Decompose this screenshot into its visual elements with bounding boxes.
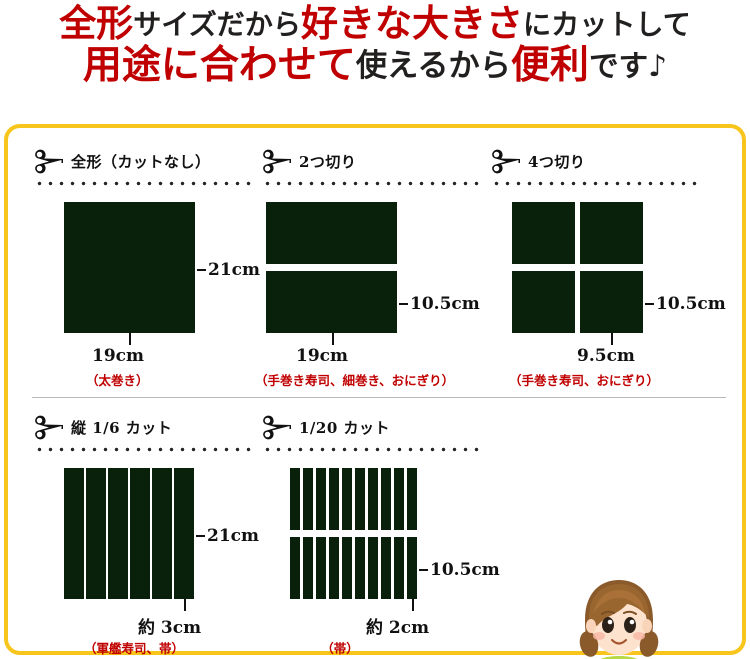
nori-strip [329, 468, 339, 530]
nori-strip [381, 468, 391, 530]
cell-1-20-dotted-line [262, 445, 480, 454]
nori-strip [394, 537, 404, 599]
cell-1-20-title: 1/20 カット [299, 418, 391, 437]
scissors-icon [35, 149, 63, 174]
nori-piece [580, 202, 643, 264]
cell-yotsugiri-height-label: 10.5cm [645, 294, 726, 314]
headline-seg-5: 用途に合わせて [82, 42, 356, 89]
cell-zenkei-title: 全形（カットなし） [71, 152, 211, 171]
row-divider [32, 397, 726, 398]
cell-futatsugiri-header: 2つ切り [262, 146, 492, 176]
nori-strip [86, 468, 106, 599]
cell-tate-1-6-title: 縦 1/6 カット [71, 418, 173, 437]
width-tick [332, 333, 334, 345]
cell-tate-1-6-header: 縦 1/6 カット [34, 412, 264, 442]
nori-strip [355, 537, 365, 599]
nori-strip [381, 537, 391, 599]
nori-strip [368, 537, 378, 599]
cell-futatsugiri-height-label: 10.5cm [399, 294, 480, 314]
nori-strip [368, 468, 378, 530]
cell-1-20-width-label: 約 2cm [366, 618, 430, 638]
nori-strip [329, 537, 339, 599]
nori-strip [407, 537, 417, 599]
cell-futatsugiri-width-label: 19cm [296, 346, 348, 366]
headline-seg-8: です♪ [588, 48, 668, 84]
cell-tate-1-6-dotted-line [34, 445, 252, 454]
cut-size-panel: 全形（カットなし） 21cm 19cm （太巻き） [4, 124, 746, 659]
cell-futatsugiri-dotted-line [262, 179, 480, 188]
nori-piece [512, 271, 575, 333]
headline: 全形サイズだから好きな大きさにカットして 用途に合わせて使えるから便利です♪ [0, 0, 750, 116]
width-tick [412, 599, 414, 611]
nori-piece [266, 202, 397, 264]
cell-zenkei-header: 全形（カットなし） [34, 146, 254, 176]
nori-strip [303, 468, 313, 530]
nori-strip [174, 468, 194, 599]
cell-tate-1-6-height-label: 21cm [196, 526, 259, 546]
scissors-icon [492, 149, 520, 174]
nori-strip [394, 468, 404, 530]
cell-1-20-diagram: 10.5cm 約 2cm （帯） [262, 468, 500, 656]
cell-futatsugiri-title: 2つ切り [299, 152, 357, 171]
cell-yotsugiri-title: 4つ切り [528, 152, 586, 171]
headline-seg-6: 使えるから [355, 48, 511, 85]
nori-strip [355, 468, 365, 530]
cell-futatsugiri-caption: （手巻き寿司、細巻き、おにぎり） [255, 373, 455, 388]
woman-making-onigiri-illustration [523, 568, 738, 659]
nori-strip [64, 468, 84, 599]
headline-seg-1: 全形 [59, 1, 134, 45]
width-tick [184, 599, 186, 611]
nori-strip [290, 537, 300, 599]
cell-1-20: 1/20 カット [262, 412, 500, 656]
nori-strip [130, 468, 150, 599]
cell-yotsugiri: 4つ切り 10.5cm 9.5cm （手巻き寿司、おにぎり） [491, 146, 726, 388]
cell-yotsugiri-width-label: 9.5cm [577, 346, 635, 366]
nori-strip [342, 468, 352, 530]
nori-piece [512, 202, 575, 264]
width-tick [129, 333, 131, 345]
nori-strip [303, 537, 313, 599]
cell-futatsugiri-diagram: 10.5cm 19cm （手巻き寿司、細巻き、おにぎり） [255, 202, 492, 388]
cell-tate-1-6-width-label: 約 3cm [138, 618, 202, 638]
cell-1-20-height-label: 10.5cm [419, 560, 500, 580]
headline-seg-4: にカットして [523, 8, 691, 41]
cell-zenkei: 全形（カットなし） 21cm 19cm （太巻き） [34, 146, 260, 388]
scissors-icon [263, 149, 291, 174]
cell-tate-1-6: 縦 1/6 カット 21cm 約 3cm （軍艦寿司、帯） [34, 412, 264, 656]
nori-strip [407, 468, 417, 530]
nori-strip [108, 468, 128, 599]
cell-yotsugiri-caption: （手巻き寿司、おにぎり） [509, 373, 660, 388]
cell-1-20-header: 1/20 カット [262, 412, 492, 442]
nori-strip [316, 537, 326, 599]
nori-strip [290, 468, 300, 530]
headline-line-2: 用途に合わせて使えるから便利です♪ [83, 45, 667, 86]
nori-strip [342, 537, 352, 599]
headline-seg-2: サイズだから [133, 8, 301, 41]
scissors-icon [263, 415, 291, 440]
cell-zenkei-dotted-line [34, 179, 252, 188]
cell-yotsugiri-header: 4つ切り [491, 146, 721, 176]
headline-seg-3: 好きな大きさ [301, 1, 523, 45]
cell-1-20-caption: （帯） [321, 641, 359, 656]
cell-yotsugiri-diagram: 10.5cm 9.5cm （手巻き寿司、おにぎり） [491, 202, 726, 388]
headline-line-1: 全形サイズだから好きな大きさにカットして [59, 1, 691, 45]
cell-zenkei-caption: （太巻き） [86, 373, 149, 388]
nori-piece [580, 271, 643, 333]
cell-tate-1-6-caption: （軍艦寿司、帯） [84, 641, 185, 656]
nori-piece [64, 202, 195, 333]
cell-futatsugiri: 2つ切り 10.5cm 19cm （手巻き寿司、細巻き、おにぎり） [255, 146, 492, 388]
nori-strip [152, 468, 172, 599]
headline-seg-7: 便利 [510, 42, 589, 89]
cell-tate-1-6-diagram: 21cm 約 3cm （軍艦寿司、帯） [34, 468, 264, 656]
nori-piece [266, 271, 397, 333]
cell-zenkei-height-label: 21cm [197, 260, 260, 280]
cell-yotsugiri-dotted-line [491, 179, 701, 188]
scissors-icon [35, 415, 63, 440]
nori-strip [316, 468, 326, 530]
cell-zenkei-width-label: 19cm [92, 346, 144, 366]
cell-zenkei-diagram: 21cm 19cm （太巻き） [34, 202, 260, 388]
width-tick [611, 333, 613, 345]
